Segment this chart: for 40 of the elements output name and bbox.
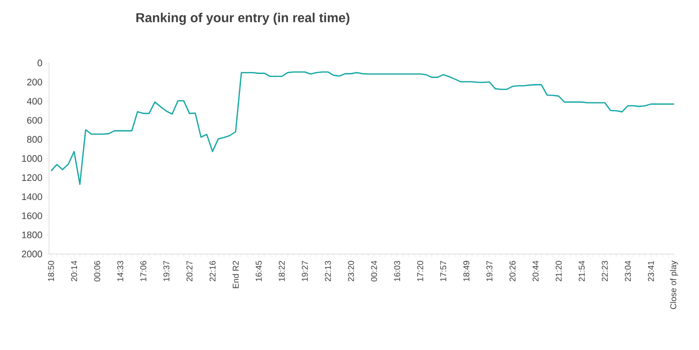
x-tick-label: 19:37 (163, 260, 170, 282)
x-tick-label: 00:06 (94, 260, 100, 282)
x-tick-label: 20:27 (186, 260, 192, 282)
x-tick-label: 20:44 (532, 260, 539, 282)
x-tick-label: 18:49 (463, 260, 470, 282)
x-tick-label: 21:54 (578, 260, 585, 282)
y-tick-label: 800 (27, 136, 42, 143)
x-tick-label: 22:16 (210, 260, 216, 282)
x-tick-label: 17:20 (417, 260, 424, 282)
y-tick-label: 1200 (22, 174, 42, 181)
x-tick-label: 19:37 (486, 260, 492, 282)
x-tick-label: 00:24 (371, 260, 378, 282)
y-tick-label: 400 (26, 98, 42, 105)
x-tick-label: 16:45 (256, 260, 262, 282)
y-tick-label: 1000 (22, 155, 42, 162)
x-tick-label: 23:04 (624, 260, 631, 282)
x-tick-label: 20:14 (71, 260, 78, 282)
y-tick-label: 200 (27, 78, 42, 86)
x-tick-label: 23:20 (348, 260, 354, 282)
x-tick-label: 14:33 (117, 260, 124, 282)
x-tick-label: 16:03 (394, 260, 400, 282)
x-tick-label: 22:13 (324, 260, 331, 282)
y-tick-label: 600 (27, 116, 42, 124)
x-tick-label: 22:23 (602, 260, 608, 282)
x-tick-label: 23:41 (648, 260, 654, 282)
chart-title: Ranking of your entry (in real time) (136, 12, 350, 25)
y-tick-label: 1600 (22, 212, 42, 220)
x-tick-label: 18:50 (48, 260, 54, 282)
x-tick-label: 18:22 (278, 260, 285, 282)
y-tick-label: 2000 (22, 250, 42, 258)
x-tick-label: Close of play (670, 260, 678, 310)
x-tick-label: 17:06 (140, 260, 146, 282)
y-tick-label: 0 (38, 60, 42, 66)
y-tick-label: 1400 (22, 193, 42, 200)
x-tick-label: End R2 (232, 260, 239, 288)
x-tick-label: 21:20 (556, 260, 562, 282)
x-tick-label: 17:57 (440, 260, 446, 282)
y-tick-label: 1800 (22, 232, 42, 238)
x-tick-label: 20:26 (510, 260, 516, 282)
x-tick-label: 19:27 (302, 260, 308, 282)
